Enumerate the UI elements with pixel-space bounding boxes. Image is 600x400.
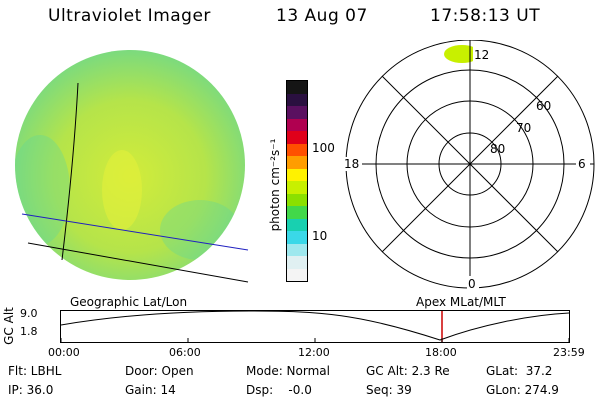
info-dsp: Dsp: -0.0	[246, 383, 312, 397]
latitude-line-blue	[21, 213, 249, 251]
latitude-line-black	[27, 242, 249, 283]
auroral-image-geographic	[15, 50, 249, 283]
bright-patch	[102, 150, 142, 230]
timeline-xtick-1800: 18:00	[425, 346, 457, 359]
meridian-line	[61, 82, 79, 261]
colorbar-swatch	[287, 181, 307, 194]
colorbar-swatch	[287, 256, 307, 269]
colorbar-swatch	[287, 206, 307, 219]
colorbar-swatch	[287, 243, 307, 256]
mlt-label-18: 18	[344, 157, 359, 171]
lat-label-70: 70	[516, 121, 531, 135]
colorbar-tick-100: 100	[312, 141, 335, 155]
colorbar-swatch	[287, 143, 307, 156]
timeline-frame	[60, 310, 570, 343]
edge-patch-left	[15, 135, 70, 245]
mlt-label-6: 6	[578, 157, 586, 171]
colorbar-swatch	[287, 193, 307, 206]
date-label: 13 Aug 07	[276, 6, 368, 26]
colorbar-swatch	[287, 106, 307, 119]
colorbar-swatch	[287, 118, 307, 131]
mlt-label-12: 12	[474, 48, 489, 62]
lat-label-80: 80	[490, 142, 505, 156]
time-label: 17:58:13 UT	[430, 6, 541, 26]
colorbar-swatch	[287, 218, 307, 231]
timeline-ytick-high: 9.0	[20, 307, 38, 320]
timeline-xtick-2359: 23:59	[553, 346, 585, 359]
info-gain: Gain: 14	[125, 383, 176, 397]
info-seq: Seq: 39	[366, 383, 412, 397]
timeline-left-title: Geographic Lat/Lon	[70, 295, 188, 309]
colorbar-swatch	[287, 81, 307, 94]
info-filter: Flt: LBHL	[8, 364, 62, 378]
polar-aurora-patch	[444, 45, 480, 63]
colorbar-swatch	[287, 93, 307, 106]
info-ip: IP: 36.0	[8, 383, 54, 397]
colorbar-swatch	[287, 131, 307, 144]
info-glon: GLon: 274.9	[486, 383, 559, 397]
info-door: Door: Open	[125, 364, 194, 378]
altitude-timeline-plot	[60, 310, 570, 343]
lat-label-60: 60	[536, 99, 551, 113]
timeline-xtick-0600: 06:00	[169, 346, 201, 359]
timeline-right-title: Apex MLat/MLT	[416, 295, 506, 309]
colorbar-swatch	[287, 231, 307, 244]
color-bar	[286, 80, 308, 282]
colorbar-swatch	[287, 168, 307, 181]
info-glat: GLat: 37.2	[486, 364, 553, 378]
edge-patch-bottom	[160, 200, 240, 260]
mlt-label-0: 0	[468, 277, 476, 291]
timeline-xtick-1200: 12:00	[298, 346, 330, 359]
instrument-title: Ultraviolet Imager	[48, 6, 211, 26]
info-gc-alt: GC Alt: 2.3 Re	[366, 364, 450, 378]
colorbar-swatch	[287, 268, 307, 281]
colorbar-tick-10: 10	[312, 229, 328, 243]
polar-diagonal-2	[381, 75, 559, 253]
timeline-ytick-low: 1.8	[20, 325, 38, 338]
colorbar-swatch	[287, 156, 307, 169]
altitude-curve	[60, 310, 570, 341]
colorbar-unit-label: photon cm⁻²s⁻¹	[268, 138, 282, 232]
timeline-axis-label: GC Alt	[2, 307, 16, 345]
info-mode: Mode: Normal	[246, 364, 330, 378]
polar-plot: 12 18 6 0 60 70 80	[342, 40, 595, 291]
timeline-xtick-0000: 00:00	[48, 346, 80, 359]
